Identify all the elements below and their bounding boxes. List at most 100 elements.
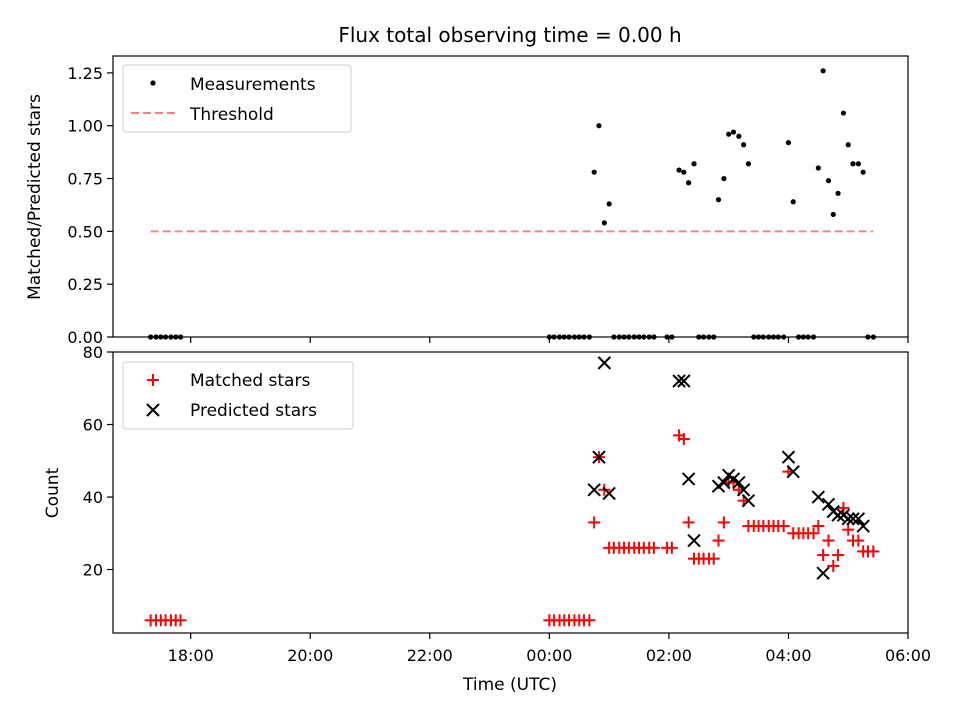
measurement-point [691,161,697,167]
measurement-point [546,334,552,340]
top-ytick-label: 0.50 [67,222,103,241]
predicted-star-stroke [736,483,751,497]
predicted-star-stroke [732,475,746,490]
measurement-point [611,334,617,340]
measurement-point [566,334,572,340]
legend-predicted-stars-marker [146,403,160,417]
measurement-point [669,334,675,340]
bottom-xtick-label: 02:00 [646,646,692,665]
x-axis-label: Time (UTC) [462,675,557,695]
measurement-point [581,334,587,340]
measurement-point [721,175,727,182]
top-ytick-label: 1.00 [67,117,103,136]
matched-star-point [707,552,720,565]
matched-star-point [174,614,187,627]
measurement-point [561,334,567,340]
measurement-point [870,334,876,340]
predicted-star-point [597,356,612,370]
matched-star-point [682,516,695,529]
measurement-point [825,178,832,184]
predicted-star-stroke [677,374,691,388]
bottom-xtick-label: 20:00 [287,646,333,665]
measurement-point [736,133,742,139]
predicted-star-stroke [846,512,860,526]
bottom-xtick-label: 00:00 [526,646,572,665]
measurement-point [840,110,847,116]
predicted-star-stroke [597,356,612,370]
legend-predicted-stars-label: Predicted stars [190,401,317,421]
predicted-star-point [732,475,746,490]
legend-measurements-label: Measurements [190,75,316,95]
top-plot-frame [112,55,909,338]
measurement-point [586,334,593,340]
top-y-axis-label: Matched/Predicted stars [25,94,45,300]
measurement-point [830,211,836,218]
top-legend-box [122,64,352,133]
top-legend: Measurements Threshold [122,64,352,133]
matched-star-point [842,523,855,536]
predicted-star-point [592,450,606,464]
predicted-star-point [687,533,701,548]
measurement-point [148,334,154,340]
matched-star-point [588,516,601,529]
matched-star-point [852,534,865,547]
predicted-star-point [736,483,751,497]
measurement-point [706,334,712,340]
predicted-star-stroke [681,472,696,486]
measurement-point [796,334,802,340]
measurement-point [790,199,796,205]
measurement-point [805,334,811,340]
measurement-point [865,334,871,340]
top-ytick-label: 1.25 [67,64,103,83]
measurement-point [571,334,578,340]
predicted-star-stroke [726,472,741,486]
bottom-xtick-label: 18:00 [168,646,214,665]
legend-threshold-label: Threshold [189,105,274,125]
predicted-star-stroke [717,475,731,490]
bottom-legend: Matched stars Predicted stars [122,361,354,430]
measurement-point [800,334,806,340]
predicted-star-point [717,475,731,490]
bottom-panel: 20 40 60 80 18:00 20:00 22:00 00:00 02:00 04:00 0… [43,343,931,695]
measurement-point [163,334,169,340]
predicted-star-stroke [841,512,855,526]
top-ytick-label: 0.75 [67,170,103,189]
measurement-point [621,334,627,340]
predicted-star-stroke [741,493,756,508]
measurement-point [626,334,632,340]
predicted-star-point [786,464,800,479]
measurement-point [820,68,826,74]
measurement-point [551,334,557,340]
measurement-point [850,161,856,167]
measurement-point [845,142,851,148]
measurement-point [601,220,607,226]
matched-star-point [717,516,730,529]
bottom-plot-frame [112,351,909,634]
predicted-star-point [672,374,686,388]
measurement-point [770,334,777,340]
measurement-point [651,334,657,340]
predicted-star-stroke [816,566,830,580]
predicted-star-stroke [781,450,796,464]
predicted-star-stroke [851,512,866,526]
bottom-ytick-label: 20 [83,561,103,580]
predicted-star-point [587,483,601,497]
predicted-star-stroke [587,483,601,497]
matched-star-point [583,614,596,627]
measurement-point [755,334,762,340]
measurement-point [726,131,732,137]
measurement-point [766,334,772,340]
measurement-point [696,334,702,340]
bottom-ytick-label: 80 [83,343,103,362]
predicted-star-point [677,374,691,388]
matched-star-point [812,520,825,533]
legend-matched-stars-label: Matched stars [190,371,310,391]
measurement-point [815,165,821,171]
matched-star-point [647,541,660,554]
top-ytick-label: 0.25 [67,275,103,294]
top-chart-title: Flux total observing time = 0.00 h [338,23,681,47]
matched-star-point [827,559,840,572]
bottom-xtick-label: 06:00 [885,646,931,665]
top-panel: 0.00 0.25 0.50 0.75 1.00 1.25 Matched/Predict… [25,55,909,347]
